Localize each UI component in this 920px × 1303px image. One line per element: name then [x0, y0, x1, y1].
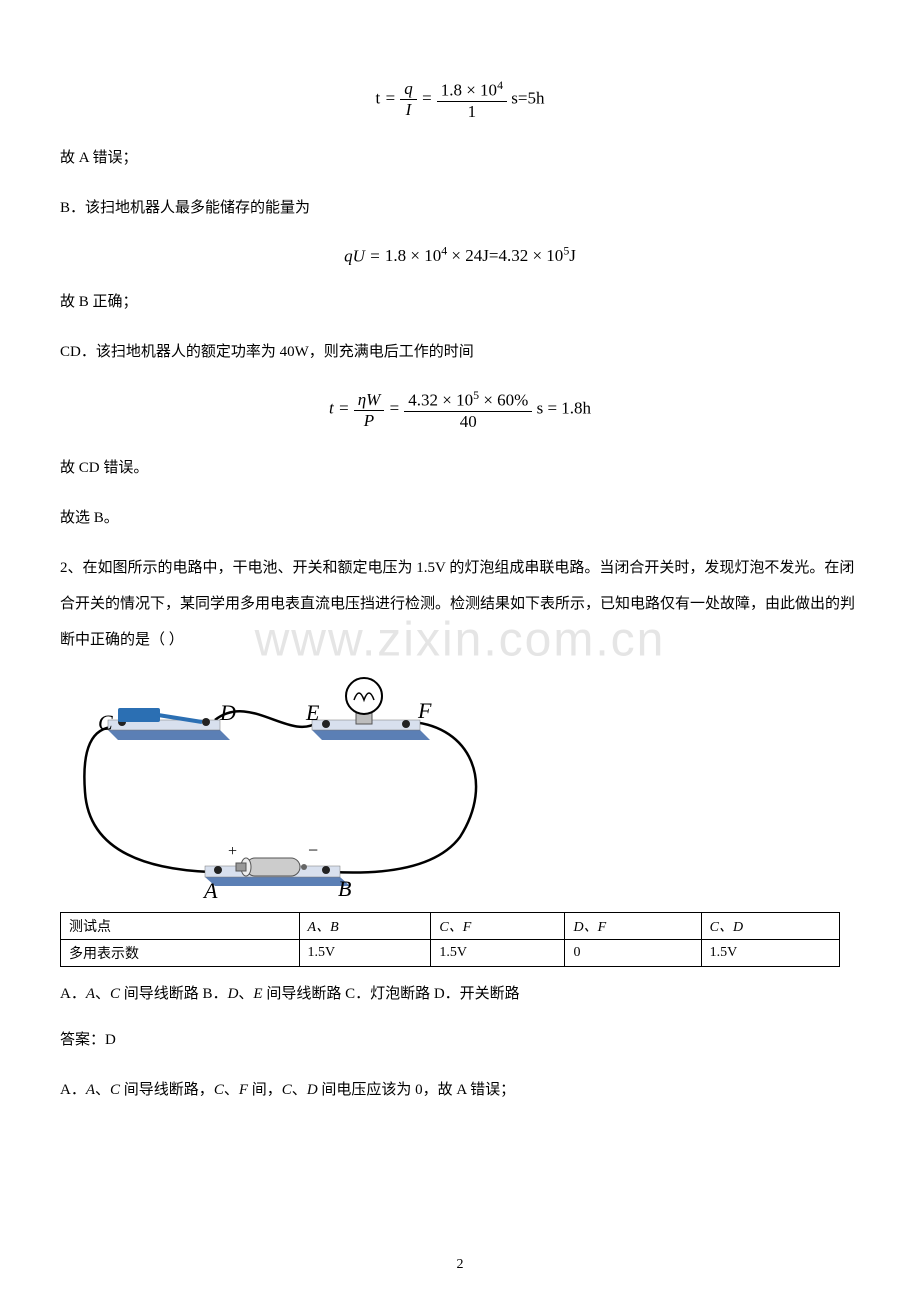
label-c: C [98, 710, 113, 735]
battery-icon [205, 858, 350, 886]
table-cell: 1.5V [431, 939, 565, 966]
table-cell: 0 [565, 939, 701, 966]
bulb-icon [312, 678, 430, 740]
table-cell: C、F [431, 912, 565, 939]
label-minus: − [308, 840, 318, 860]
page-number: 2 [0, 1257, 920, 1273]
table-row: 多用表示数 1.5V 1.5V 0 1.5V [61, 939, 840, 966]
answer-line: 答案：D [60, 1022, 860, 1058]
circuit-diagram: C D E F [60, 672, 500, 902]
table-cell: A、B [299, 912, 431, 939]
para-answer-b: 故选 B。 [60, 500, 860, 536]
para-a-wrong: 故 A 错误； [60, 140, 860, 176]
label-plus: + [228, 843, 237, 860]
formula-1: t = qI = 1.8 × 1041 s=5h [60, 78, 860, 122]
label-a: A [202, 878, 218, 902]
table-cell: C、D [701, 912, 839, 939]
para-cd-wrong: 故 CD 错误。 [60, 450, 860, 486]
table-row: 测试点 A、B C、F D、F C、D [61, 912, 840, 939]
formula-2: qU = 1.8 × 104 × 24J=4.32 × 105J [60, 244, 860, 267]
label-d: D [219, 700, 236, 725]
para-b-intro: B．该扫地机器人最多能储存的能量为 [60, 190, 860, 226]
label-b: B [338, 876, 351, 901]
para-cd-intro: CD．该扫地机器人的额定功率为 40W，则充满电后工作的时间 [60, 334, 860, 370]
formula-3: t = ηWP = 4.32 × 105 × 60%40 s = 1.8h [60, 388, 860, 432]
label-e: E [305, 700, 320, 725]
para-b-correct: 故 B 正确； [60, 284, 860, 320]
label-f: F [417, 698, 432, 723]
table-cell: D、F [565, 912, 701, 939]
table-cell: 1.5V [701, 939, 839, 966]
options-line: A．A、C 间导线断路 B．D、E 间导线断路 C．灯泡断路 D．开关断路 [60, 981, 860, 1008]
switch-icon [108, 708, 230, 740]
table-cell: 1.5V [299, 939, 431, 966]
table-cell: 测试点 [61, 912, 300, 939]
explanation-a: A．A、C 间导线断路，C、F 间，C、D 间电压应该为 0，故 A 错误； [60, 1072, 860, 1108]
table-cell: 多用表示数 [61, 939, 300, 966]
question-2-text: 2、在如图所示的电路中，干电池、开关和额定电压为 1.5V 的灯泡组成串联电路。… [60, 550, 860, 658]
measurement-table: 测试点 A、B C、F D、F C、D 多用表示数 1.5V 1.5V 0 1.… [60, 912, 840, 967]
